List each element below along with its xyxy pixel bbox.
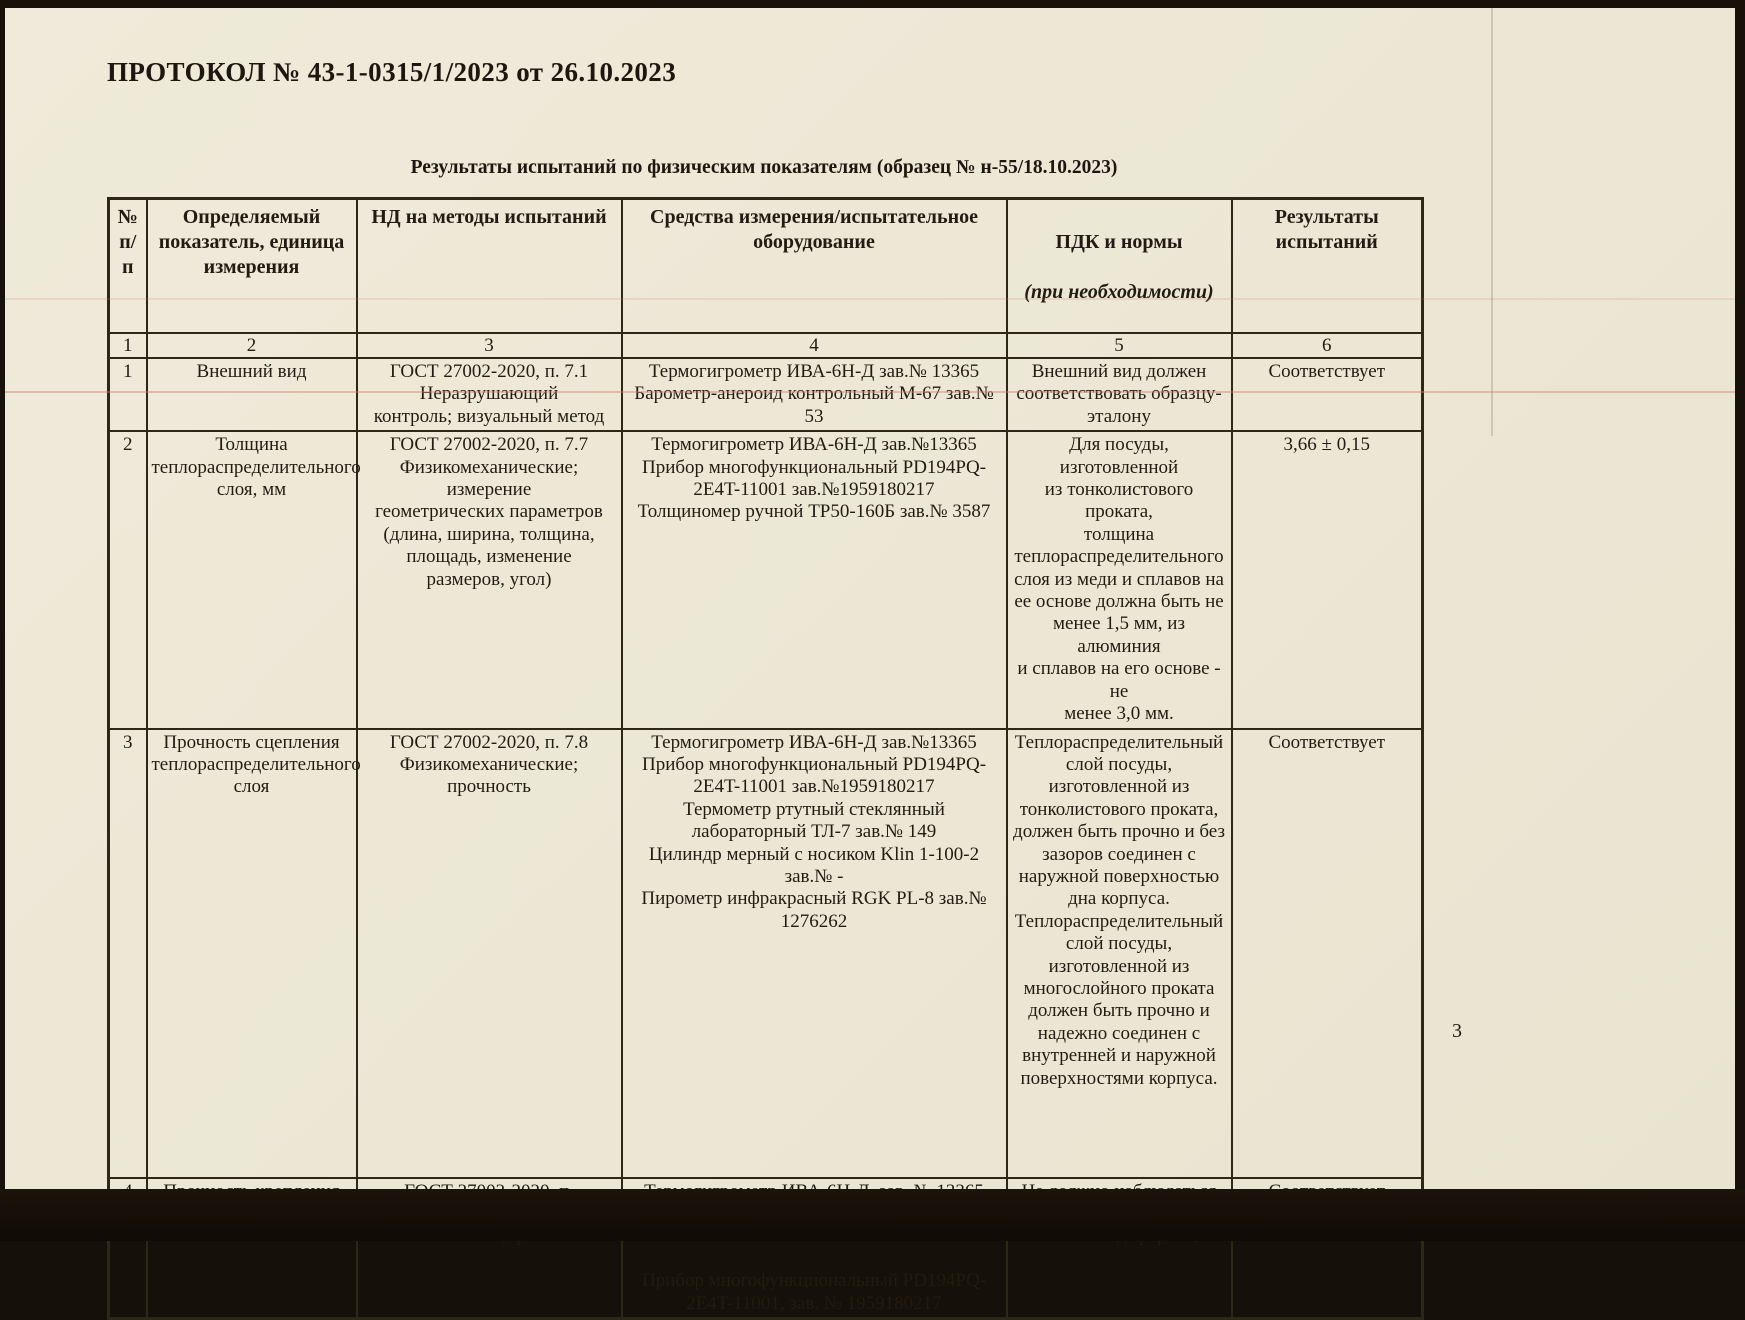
- cell-method: ГОСТ 27002-2020, п. 7.8 Физикомеханическ…: [355, 727, 623, 1179]
- cell-equipment: Термогигрометр ИВА-6Н-Д зав.№13365 Прибо…: [620, 430, 1008, 730]
- cell-norm: Внешний вид должен соответствовать образ…: [1005, 356, 1233, 433]
- cell-result: 3,66 ± 0,15: [1230, 430, 1424, 730]
- header-norm: ПДК и нормы (при необходимости): [1005, 197, 1233, 334]
- header-indicator: Определяемый показатель, единица измерен…: [145, 197, 358, 334]
- scan-edge-left: [0, 0, 5, 1241]
- table-header-row: № п/п Определяемый показатель, единица и…: [107, 197, 1424, 334]
- cell-norm: Для посуды, изготовленной из тонколистов…: [1005, 430, 1233, 730]
- cell-result: Соответствует: [1230, 356, 1424, 433]
- page-number: 3: [1452, 1020, 1462, 1042]
- col-number-2: 2: [145, 332, 358, 359]
- cell-equipment: Термогигрометр ИВА-6Н-Д зав.№13365 Прибо…: [620, 727, 1008, 1179]
- header-equipment: Средства измерения/испытательное оборудо…: [620, 197, 1008, 334]
- col-number-5: 5: [1005, 332, 1233, 359]
- header-num: № п/п: [107, 197, 148, 334]
- results-table: № п/п Определяемый показатель, единица и…: [107, 197, 1424, 1320]
- scan-edge-bottom: [0, 1189, 1745, 1241]
- col-number-3: 3: [355, 332, 623, 359]
- cell-indicator: Внешний вид: [145, 356, 358, 433]
- cell-indicator: Толщина теплораспределительного слоя, мм: [145, 430, 361, 730]
- cell-norm: Теплораспределительный слой посуды, изго…: [1005, 727, 1233, 1179]
- table-row: 1 Внешний вид ГОСТ 27002-2020, п. 7.1 Не…: [107, 356, 1424, 433]
- table-caption: Результаты испытаний по физическим показ…: [410, 157, 1118, 178]
- header-norm-note: (при необходимости): [1024, 281, 1214, 303]
- document-title: ПРОТОКОЛ № 43-1-0315/1/2023 от 26.10.202…: [107, 57, 677, 87]
- table-row: 2 Толщина теплораспределительного слоя, …: [107, 430, 1424, 730]
- cell-num: 3: [107, 727, 148, 1179]
- table-row: 3 Прочность сцепления теплораспределител…: [107, 727, 1424, 1179]
- col-number-4: 4: [620, 332, 1008, 359]
- col-number-6: 6: [1230, 332, 1424, 359]
- scan-edge-right: [1735, 0, 1745, 1241]
- cell-num: 1: [107, 356, 148, 433]
- cell-result: Соответствует: [1230, 727, 1424, 1179]
- header-method: НД на методы испытаний: [355, 197, 623, 334]
- cell-method: ГОСТ 27002-2020, п. 7.1 Неразрушающий ко…: [355, 356, 623, 433]
- cell-indicator: Прочность сцепления теплораспределительн…: [145, 727, 361, 1179]
- scan-edge-top: [0, 0, 1745, 8]
- header-norm-title: ПДК и нормы: [1055, 231, 1183, 253]
- header-result: Результаты испытаний: [1230, 197, 1424, 334]
- column-numbers-row: 1 2 3 4 5 6: [107, 332, 1424, 359]
- col-number-1: 1: [107, 332, 148, 359]
- cell-method: ГОСТ 27002-2020, п. 7.7 Физикомеханическ…: [355, 430, 623, 730]
- cell-num: 2: [107, 430, 148, 730]
- cell-equipment: Термогигрометр ИВА-6Н-Д зав.№ 13365 Баро…: [620, 356, 1008, 433]
